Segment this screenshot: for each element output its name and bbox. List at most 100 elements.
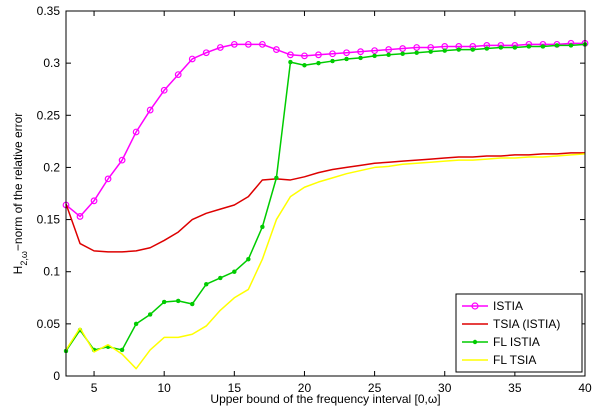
data-point [344,56,349,62]
legend-marker [472,339,478,345]
data-point [400,51,405,57]
data-point [288,59,293,65]
data-point [133,321,139,327]
data-point [204,281,209,287]
data-point [399,45,407,52]
data-point [554,43,560,48]
series-line [65,43,586,352]
legend: ISTIA TSIA (ISTIA) FL ISTIA FL TSIA [455,293,583,373]
data-point [428,49,433,54]
x-tick-label: 5 [91,381,98,395]
data-point [568,43,574,48]
y-tick-label: 0.25 [37,108,61,122]
legend-box [455,293,583,373]
data-point [526,44,532,49]
data-point [358,55,363,61]
data-point [456,47,462,52]
series-line [65,153,586,370]
data-point [470,47,476,52]
y-tick-label: 0.05 [37,317,61,331]
data-point [202,49,210,57]
legend-marker [471,302,479,310]
series-istia [62,39,589,220]
data-point [414,50,419,55]
axes-frame [65,10,586,377]
legend-item: ISTIA [462,299,523,313]
data-point [316,60,321,66]
data-point [160,86,168,94]
data-point [189,301,195,307]
y-tick-label: 0 [53,369,60,383]
data-point [244,40,252,48]
legend-label: FL ISTIA [493,335,540,349]
y-tick-label: 0.1 [43,265,60,279]
y-axis-label-subscript: 2,ω [19,251,29,266]
y-tick-label: 0.15 [37,213,61,227]
series-fl-tsia [65,153,586,370]
data-point [90,197,98,205]
legend-item: FL TSIA [462,353,536,367]
data-point [104,175,112,183]
data-point [287,51,294,59]
data-point [498,45,504,50]
data-point [484,46,490,51]
y-axis-label: H2,ω−norm of the relative error [11,113,29,275]
data-point [119,347,125,353]
x-tick-label: 35 [508,381,522,395]
data-point [246,256,251,262]
data-point [413,44,421,51]
legend-label: ISTIA [493,299,523,313]
x-axis-label: Upper bound of the frequency interval [0… [210,392,440,406]
data-point [273,46,280,53]
data-point [302,62,307,68]
data-point [218,275,223,281]
y-axis-label-prefix: H [11,266,25,275]
y-tick-label: 0.3 [43,56,60,70]
data-point [343,49,350,57]
data-point [174,71,182,79]
data-point [329,50,336,58]
data-point [386,52,391,58]
data-point [132,128,140,136]
data-point [371,47,378,55]
data-point [175,298,181,304]
data-point [540,44,546,49]
legend-item: TSIA (ISTIA) [462,317,560,331]
legend-label: TSIA (ISTIA) [493,317,560,331]
data-point [372,53,377,59]
series-tsia-istia [65,152,585,253]
y-axis-label-suffix: −norm of the relative error [11,113,25,251]
data-point [258,40,266,48]
data-point [188,55,196,63]
x-tick-label: 15 [228,381,242,395]
x-tick-label: 30 [438,381,452,395]
legend-item: FL ISTIA [462,335,540,349]
data-point [118,156,126,164]
data-point [357,48,364,56]
x-axis: 5 10 15 20 25 30 35 40 [91,11,592,395]
x-tick-label: 20 [298,381,312,395]
x-tick-label: 25 [368,381,382,395]
data-point [330,58,335,64]
data-point [232,269,237,274]
data-point [216,44,224,51]
y-axis: 0 0.05 0.1 0.15 0.2 0.25 0.3 0.35 [37,4,585,383]
data-point [315,51,322,59]
series-line [65,152,585,253]
data-point [260,224,265,230]
y-tick-label: 0.2 [43,160,60,174]
legend-label: FL TSIA [493,353,536,367]
x-tick-label: 10 [158,381,172,395]
data-point [146,106,154,114]
data-point [385,46,393,53]
x-tick-label: 40 [578,381,592,395]
data-point [161,299,167,305]
data-point [512,45,518,50]
data-point [274,175,279,181]
data-point [76,213,84,220]
data-point [442,48,447,53]
data-point [147,312,153,317]
data-point [230,40,238,48]
y-tick-label: 0.35 [37,4,61,18]
